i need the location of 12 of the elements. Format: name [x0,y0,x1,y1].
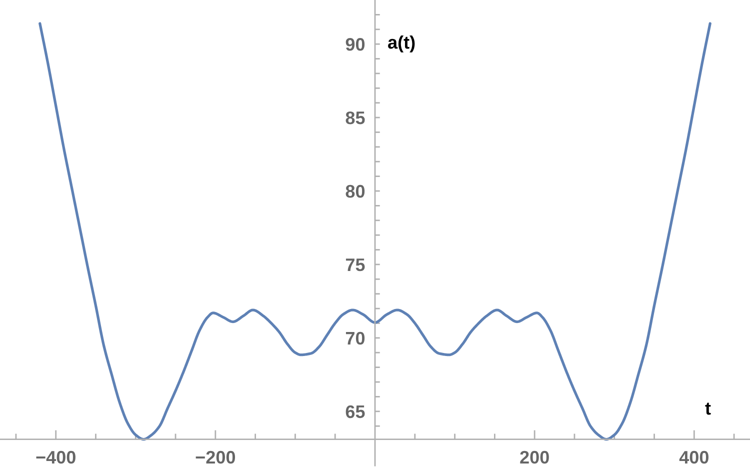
y-tick-label: 65 [346,405,365,418]
x-tick-label: 400 [679,450,708,464]
y-tick-label: 75 [346,258,365,272]
y-tick-label: 85 [346,111,365,124]
x-tick-label: −400 [36,450,76,464]
x-tick-label: −200 [196,450,236,464]
y-tick-label: 80 [346,184,365,198]
x-axis-title: t [705,402,711,415]
y-tick-label: 70 [346,332,365,345]
y-tick-label: 90 [346,38,365,51]
x-tick-label: 200 [520,450,549,464]
y-axis-title: a(t) [388,36,415,52]
